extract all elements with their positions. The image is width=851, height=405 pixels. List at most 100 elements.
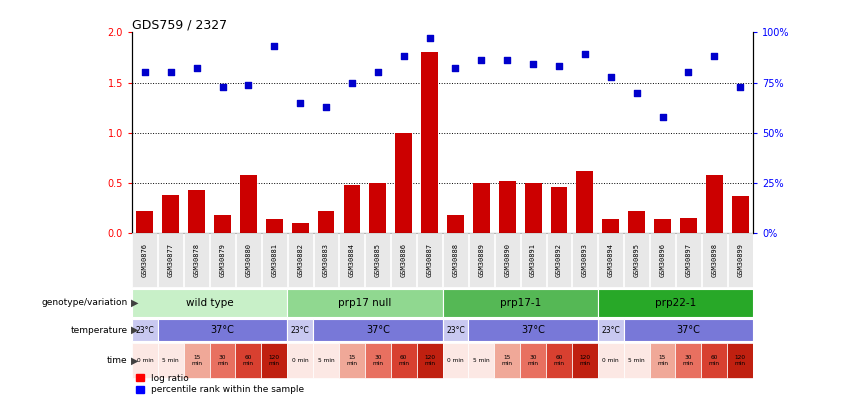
FancyBboxPatch shape	[546, 233, 571, 287]
FancyBboxPatch shape	[468, 343, 494, 378]
Text: 5 min: 5 min	[628, 358, 645, 363]
Text: 23°C: 23°C	[602, 326, 620, 335]
Bar	[680, 218, 697, 233]
Bar	[395, 133, 412, 233]
Text: 0 min: 0 min	[136, 358, 153, 363]
Text: 37°C: 37°C	[210, 325, 234, 335]
FancyBboxPatch shape	[597, 343, 624, 378]
Bar	[369, 183, 386, 233]
Bar	[628, 211, 645, 233]
Point	[215, 83, 229, 90]
FancyBboxPatch shape	[132, 319, 157, 341]
FancyBboxPatch shape	[391, 343, 417, 378]
FancyBboxPatch shape	[261, 343, 287, 378]
Text: 15
min: 15 min	[191, 355, 203, 366]
Point	[294, 99, 307, 106]
Bar	[188, 190, 205, 233]
Text: 0 min: 0 min	[447, 358, 464, 363]
Bar	[214, 215, 231, 233]
Text: 37°C: 37°C	[521, 325, 545, 335]
Point	[656, 113, 670, 120]
FancyBboxPatch shape	[521, 233, 545, 287]
FancyBboxPatch shape	[443, 319, 468, 341]
Text: GSM30890: GSM30890	[505, 243, 511, 277]
Point	[190, 65, 203, 72]
FancyBboxPatch shape	[313, 319, 443, 341]
Text: GSM30880: GSM30880	[245, 243, 251, 277]
FancyBboxPatch shape	[649, 343, 676, 378]
Bar	[473, 183, 490, 233]
Text: time: time	[107, 356, 128, 365]
Bar	[576, 171, 593, 233]
FancyBboxPatch shape	[288, 233, 312, 287]
FancyBboxPatch shape	[184, 233, 209, 287]
Text: temperature: temperature	[71, 326, 128, 335]
Bar	[654, 219, 671, 233]
Point	[448, 65, 462, 72]
Text: 5 min: 5 min	[317, 358, 334, 363]
FancyBboxPatch shape	[676, 233, 701, 287]
Text: ▶: ▶	[131, 325, 139, 335]
Bar	[344, 185, 360, 233]
Text: 23°C: 23°C	[291, 326, 310, 335]
Text: genotype/variation: genotype/variation	[42, 298, 128, 307]
Point	[604, 73, 618, 80]
Point	[552, 63, 566, 70]
FancyBboxPatch shape	[676, 343, 701, 378]
Bar	[447, 215, 464, 233]
Text: GSM30896: GSM30896	[660, 243, 665, 277]
FancyBboxPatch shape	[443, 343, 468, 378]
Text: 30
min: 30 min	[217, 355, 228, 366]
Text: ▶: ▶	[131, 356, 139, 365]
Bar	[266, 219, 283, 233]
Text: GSM30876: GSM30876	[142, 243, 148, 277]
FancyBboxPatch shape	[624, 319, 753, 341]
FancyBboxPatch shape	[157, 343, 184, 378]
FancyBboxPatch shape	[417, 343, 443, 378]
Point	[682, 69, 695, 76]
Text: prp22-1: prp22-1	[655, 298, 696, 308]
FancyBboxPatch shape	[391, 233, 416, 287]
Bar	[603, 219, 620, 233]
Text: prp17 null: prp17 null	[338, 298, 391, 308]
Point	[371, 69, 385, 76]
Point	[319, 103, 333, 110]
FancyBboxPatch shape	[702, 233, 727, 287]
Point	[707, 53, 721, 60]
Text: 0 min: 0 min	[603, 358, 619, 363]
Text: GSM30893: GSM30893	[582, 243, 588, 277]
Text: 60
min: 60 min	[243, 355, 254, 366]
Text: GSM30886: GSM30886	[401, 243, 407, 277]
FancyBboxPatch shape	[210, 233, 235, 287]
Text: GSM30878: GSM30878	[194, 243, 200, 277]
FancyBboxPatch shape	[573, 233, 597, 287]
Bar	[732, 196, 749, 233]
FancyBboxPatch shape	[262, 233, 287, 287]
FancyBboxPatch shape	[287, 319, 313, 341]
Point	[526, 61, 540, 68]
Text: 5 min: 5 min	[163, 358, 179, 363]
Point	[164, 69, 178, 76]
Point	[734, 83, 747, 90]
Text: GSM30887: GSM30887	[426, 243, 432, 277]
FancyBboxPatch shape	[339, 343, 365, 378]
Text: GSM30891: GSM30891	[530, 243, 536, 277]
Text: GSM30877: GSM30877	[168, 243, 174, 277]
Text: GSM30888: GSM30888	[453, 243, 459, 277]
FancyBboxPatch shape	[133, 233, 157, 287]
Text: 37°C: 37°C	[677, 325, 700, 335]
FancyBboxPatch shape	[132, 343, 157, 378]
Text: 15
min: 15 min	[502, 355, 513, 366]
Text: 120
min: 120 min	[734, 355, 745, 366]
FancyBboxPatch shape	[598, 233, 623, 287]
Text: 15
min: 15 min	[346, 355, 357, 366]
Bar	[240, 175, 257, 233]
FancyBboxPatch shape	[443, 289, 597, 317]
FancyBboxPatch shape	[624, 343, 649, 378]
Text: 37°C: 37°C	[366, 325, 390, 335]
Text: 60
min: 60 min	[709, 355, 720, 366]
FancyBboxPatch shape	[157, 319, 287, 341]
FancyBboxPatch shape	[287, 343, 313, 378]
Bar	[163, 195, 180, 233]
Bar	[499, 181, 516, 233]
